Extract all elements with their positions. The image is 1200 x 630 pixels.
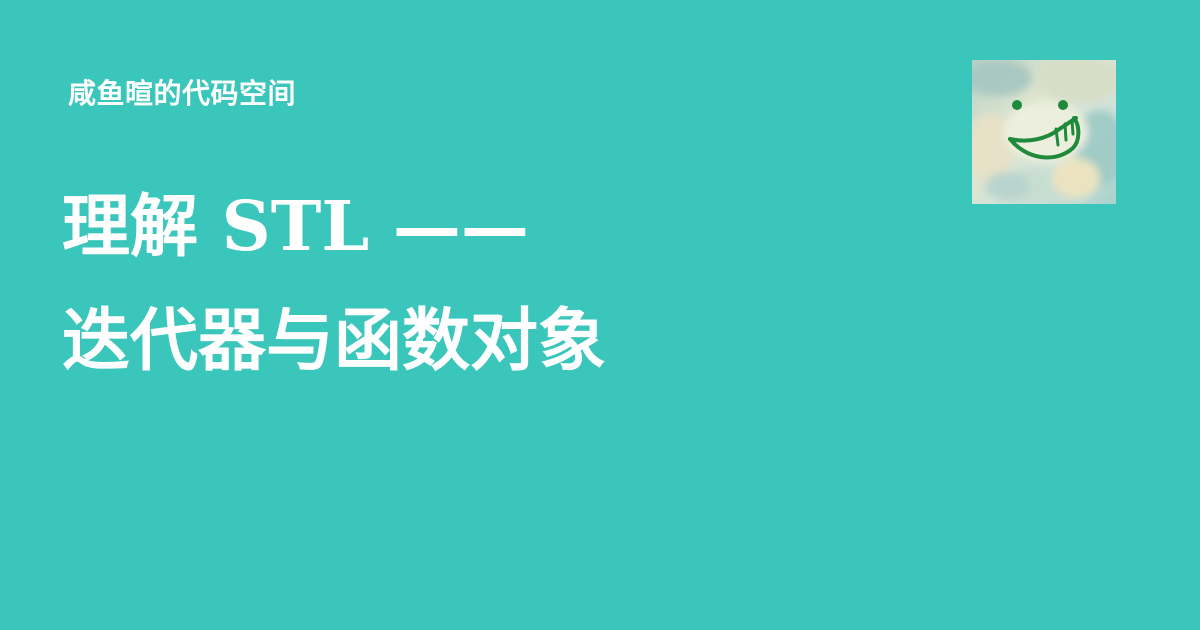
- post-title: 理解 STL —— 迭代器与函数对象: [62, 170, 922, 398]
- post-title-line-2: 迭代器与函数对象: [62, 301, 607, 381]
- post-title-line-1: 理解 STL ——: [62, 187, 529, 267]
- site-name[interactable]: 咸鱼暄的代码空间: [68, 77, 297, 110]
- smiley-face-painting-icon: [972, 60, 1116, 204]
- author-avatar[interactable]: [972, 60, 1116, 204]
